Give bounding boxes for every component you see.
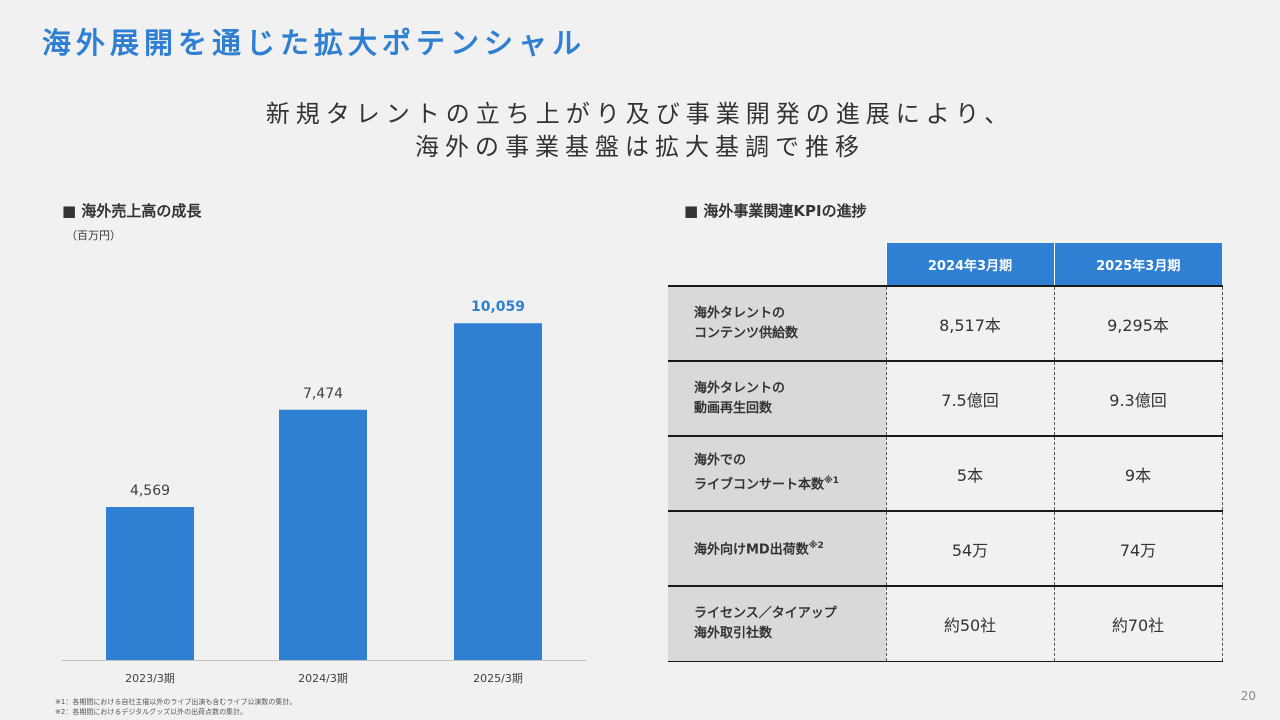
row-label-line-1: 海外での: [694, 453, 747, 469]
value-2024: 8,517本: [885, 285, 1054, 361]
bar-0: [106, 507, 194, 660]
value-2024: 5本: [885, 435, 1054, 511]
kpi-progress-heading: ■ 海外事業関連KPIの進捗: [684, 202, 867, 220]
value-2025: 74万: [1053, 510, 1223, 586]
row-label: 海外向けMD出荷数※2: [668, 510, 886, 586]
footnote-2: ※2：各期間におけるデジタルグッズ以外の出荷点数の集計。: [55, 708, 248, 716]
row-label-line-1: 海外タレントの: [694, 305, 786, 321]
value-2025: 9本: [1053, 435, 1223, 511]
kpi-table: 2024年3月期 2025年3月期 海外タレントの コンテンツ供給数 8,517…: [668, 243, 1223, 662]
sales-growth-heading: ■ 海外売上高の成長: [62, 202, 202, 220]
kpi-row-live-concerts: 海外での ライブコンサート本数※1 5本 9本: [668, 435, 1223, 511]
kpi-table-header-row: 2024年3月期 2025年3月期: [668, 243, 1222, 286]
bar-value-label-2: 10,059: [471, 299, 525, 315]
page-number: 20: [1240, 689, 1256, 703]
kpi-row-licensing-partners: ライセンス／タイアップ 海外取引社数 約50社 約70社: [668, 585, 1223, 662]
row-label-line-2: 動画再生回数: [694, 400, 773, 416]
row-label: 海外タレントの 動画再生回数: [668, 360, 886, 436]
category-label-0: 2023/3期: [125, 672, 175, 685]
bar-1: [279, 409, 367, 660]
unit-label: （百万円）: [66, 229, 121, 242]
kpi-row-video-views: 海外タレントの 動画再生回数 7.5億回 9.3億回: [668, 360, 1223, 436]
footnote-marker: ※2: [808, 541, 824, 552]
category-label-1: 2024/3期: [298, 672, 348, 685]
row-label: 海外タレントの コンテンツ供給数: [668, 285, 886, 361]
row-label-line-2: コンテンツ供給数: [694, 325, 799, 341]
slide-title: 海外展開を通じた拡大ポテンシャル: [42, 26, 587, 60]
subtitle-line-1: 新規タレントの立ち上がり及び事業開発の進展により、: [265, 100, 1015, 128]
row-label: 海外での ライブコンサート本数※1: [668, 435, 886, 511]
footnote-marker: ※1: [824, 476, 840, 487]
category-label-2: 2025/3期: [473, 672, 523, 685]
bar-value-label-0: 4,569: [130, 483, 170, 499]
value-2025: 9.3億回: [1053, 360, 1223, 436]
row-label-line-2: 海外向けMD出荷数※2: [694, 536, 886, 560]
value-2025: 9,295本: [1053, 285, 1223, 361]
value-2024: 約50社: [885, 585, 1054, 662]
column-header-2025: 2025年3月期: [1053, 243, 1222, 286]
kpi-row-content-supply: 海外タレントの コンテンツ供給数 8,517本 9,295本: [668, 285, 1223, 361]
bar-value-label-1: 7,474: [303, 386, 343, 402]
value-2024: 7.5億回: [885, 360, 1054, 436]
overseas-sales-bar-chart: 4,569 2023/3期 7,474 2024/3期 10,059 2025/3期: [62, 299, 586, 685]
row-label-text: 海外向けMD出荷数: [694, 542, 809, 558]
kpi-row-md-shipments: 海外向けMD出荷数※2 54万 74万: [668, 510, 1223, 586]
column-header-2024: 2024年3月期: [885, 243, 1054, 286]
value-2024: 54万: [885, 510, 1054, 586]
row-label-line-1: 海外タレントの: [694, 380, 786, 396]
kpi-table-corner: [668, 243, 886, 286]
footnote-1: ※1：各期間における自社主催以外のライブ出演も含むライブ公演数の集計。: [55, 698, 297, 706]
row-label-line-1: ライセンス／タイアップ: [694, 605, 837, 621]
row-label: ライセンス／タイアップ 海外取引社数: [668, 585, 886, 662]
bar-2: [454, 323, 542, 660]
footnotes: ※1：各期間における自社主催以外のライブ出演も含むライブ公演数の集計。 ※2：各…: [55, 697, 296, 717]
row-label-line-2: ライブコンサート本数※1: [694, 471, 886, 495]
value-2025: 約70社: [1053, 585, 1223, 662]
row-label-text: ライブコンサート本数: [694, 477, 825, 493]
slide-subtitle: 新規タレントの立ち上がり及び事業開発の進展により、 海外の事業基盤は拡大基調で推…: [0, 98, 1280, 164]
row-label-line-2: 海外取引社数: [694, 625, 773, 641]
subtitle-line-2: 海外の事業基盤は拡大基調で推移: [415, 133, 865, 161]
